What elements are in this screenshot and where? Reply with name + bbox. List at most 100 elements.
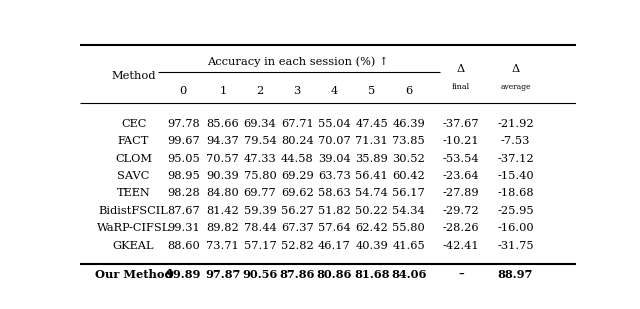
Text: 84.80: 84.80 xyxy=(207,188,239,198)
Text: FACT: FACT xyxy=(118,136,149,146)
Text: -27.89: -27.89 xyxy=(443,188,479,198)
Text: 70.57: 70.57 xyxy=(207,154,239,164)
Text: 63.73: 63.73 xyxy=(318,171,351,181)
Text: 4: 4 xyxy=(331,86,338,95)
Text: 99.67: 99.67 xyxy=(167,136,200,146)
Text: 70.07: 70.07 xyxy=(318,136,351,146)
Text: CLOM: CLOM xyxy=(115,154,152,164)
Text: 59.39: 59.39 xyxy=(244,206,276,216)
Text: 78.44: 78.44 xyxy=(244,223,276,233)
Text: 39.04: 39.04 xyxy=(318,154,351,164)
Text: 81.42: 81.42 xyxy=(207,206,239,216)
Text: 87.67: 87.67 xyxy=(167,206,200,216)
Text: Δ: Δ xyxy=(511,64,520,74)
Text: 88.60: 88.60 xyxy=(167,240,200,251)
Text: 85.66: 85.66 xyxy=(207,119,239,129)
Text: -23.64: -23.64 xyxy=(443,171,479,181)
Text: 54.74: 54.74 xyxy=(355,188,388,198)
Text: 46.39: 46.39 xyxy=(392,119,425,129)
Text: -18.68: -18.68 xyxy=(497,188,534,198)
Text: -29.72: -29.72 xyxy=(443,206,479,216)
Text: 56.27: 56.27 xyxy=(281,206,314,216)
Text: 56.41: 56.41 xyxy=(355,171,388,181)
Text: Δ: Δ xyxy=(457,64,465,74)
Text: 47.33: 47.33 xyxy=(244,154,276,164)
Text: 90.56: 90.56 xyxy=(243,269,278,280)
Text: 80.24: 80.24 xyxy=(281,136,314,146)
Text: 88.97: 88.97 xyxy=(498,269,533,280)
Text: final: final xyxy=(452,83,470,91)
Text: -7.53: -7.53 xyxy=(501,136,530,146)
Text: 44.58: 44.58 xyxy=(281,154,314,164)
Text: 99.31: 99.31 xyxy=(167,223,200,233)
Text: 69.34: 69.34 xyxy=(244,119,276,129)
Text: 55.80: 55.80 xyxy=(392,223,425,233)
Text: Our Method: Our Method xyxy=(95,269,172,280)
Text: -28.26: -28.26 xyxy=(443,223,479,233)
Text: -15.40: -15.40 xyxy=(497,171,534,181)
Text: 89.82: 89.82 xyxy=(207,223,239,233)
Text: 67.71: 67.71 xyxy=(281,119,314,129)
Text: -31.75: -31.75 xyxy=(497,240,534,251)
Text: –: – xyxy=(458,269,464,280)
Text: 69.77: 69.77 xyxy=(244,188,276,198)
Text: 56.17: 56.17 xyxy=(392,188,425,198)
Text: 51.82: 51.82 xyxy=(318,206,351,216)
Text: Method: Method xyxy=(111,71,156,81)
Text: TEEN: TEEN xyxy=(116,188,150,198)
Text: -10.21: -10.21 xyxy=(443,136,479,146)
Text: 98.95: 98.95 xyxy=(167,171,200,181)
Text: 60.42: 60.42 xyxy=(392,171,425,181)
Text: WaRP-CIFSL: WaRP-CIFSL xyxy=(97,223,170,233)
Text: 84.06: 84.06 xyxy=(391,269,426,280)
Text: -21.92: -21.92 xyxy=(497,119,534,129)
Text: -42.41: -42.41 xyxy=(443,240,479,251)
Text: 57.17: 57.17 xyxy=(244,240,276,251)
Text: 6: 6 xyxy=(405,86,412,95)
Text: 2: 2 xyxy=(257,86,264,95)
Text: 62.42: 62.42 xyxy=(355,223,388,233)
Text: 5: 5 xyxy=(368,86,375,95)
Text: 55.04: 55.04 xyxy=(318,119,351,129)
Text: 95.05: 95.05 xyxy=(167,154,200,164)
Text: 80.86: 80.86 xyxy=(317,269,352,280)
Text: BidistFSCIL: BidistFSCIL xyxy=(99,206,168,216)
Text: 30.52: 30.52 xyxy=(392,154,425,164)
Text: 69.62: 69.62 xyxy=(281,188,314,198)
Text: SAVC: SAVC xyxy=(117,171,150,181)
Text: 57.64: 57.64 xyxy=(318,223,351,233)
Text: -37.67: -37.67 xyxy=(443,119,479,129)
Text: -37.12: -37.12 xyxy=(497,154,534,164)
Text: average: average xyxy=(500,83,531,91)
Text: 97.78: 97.78 xyxy=(167,119,200,129)
Text: 94.37: 94.37 xyxy=(207,136,239,146)
Text: -25.95: -25.95 xyxy=(497,206,534,216)
Text: 69.29: 69.29 xyxy=(281,171,314,181)
Text: 52.82: 52.82 xyxy=(281,240,314,251)
Text: 81.68: 81.68 xyxy=(354,269,389,280)
Text: 75.80: 75.80 xyxy=(244,171,276,181)
Text: 0: 0 xyxy=(180,86,187,95)
Text: 73.85: 73.85 xyxy=(392,136,425,146)
Text: 3: 3 xyxy=(294,86,301,95)
Text: 71.31: 71.31 xyxy=(355,136,388,146)
Text: 90.39: 90.39 xyxy=(207,171,239,181)
Text: Accuracy in each session (%) ↑: Accuracy in each session (%) ↑ xyxy=(207,57,389,67)
Text: 73.71: 73.71 xyxy=(207,240,239,251)
Text: 47.45: 47.45 xyxy=(355,119,388,129)
Text: 1: 1 xyxy=(220,86,227,95)
Text: 99.89: 99.89 xyxy=(166,269,201,280)
Text: GKEAL: GKEAL xyxy=(113,240,154,251)
Text: CEC: CEC xyxy=(121,119,147,129)
Text: 58.63: 58.63 xyxy=(318,188,351,198)
Text: 35.89: 35.89 xyxy=(355,154,388,164)
Text: -16.00: -16.00 xyxy=(497,223,534,233)
Text: 67.37: 67.37 xyxy=(281,223,314,233)
Text: 54.34: 54.34 xyxy=(392,206,425,216)
Text: -53.54: -53.54 xyxy=(443,154,479,164)
Text: 41.65: 41.65 xyxy=(392,240,425,251)
Text: 87.86: 87.86 xyxy=(280,269,315,280)
Text: 40.39: 40.39 xyxy=(355,240,388,251)
Text: 50.22: 50.22 xyxy=(355,206,388,216)
Text: 79.54: 79.54 xyxy=(244,136,276,146)
